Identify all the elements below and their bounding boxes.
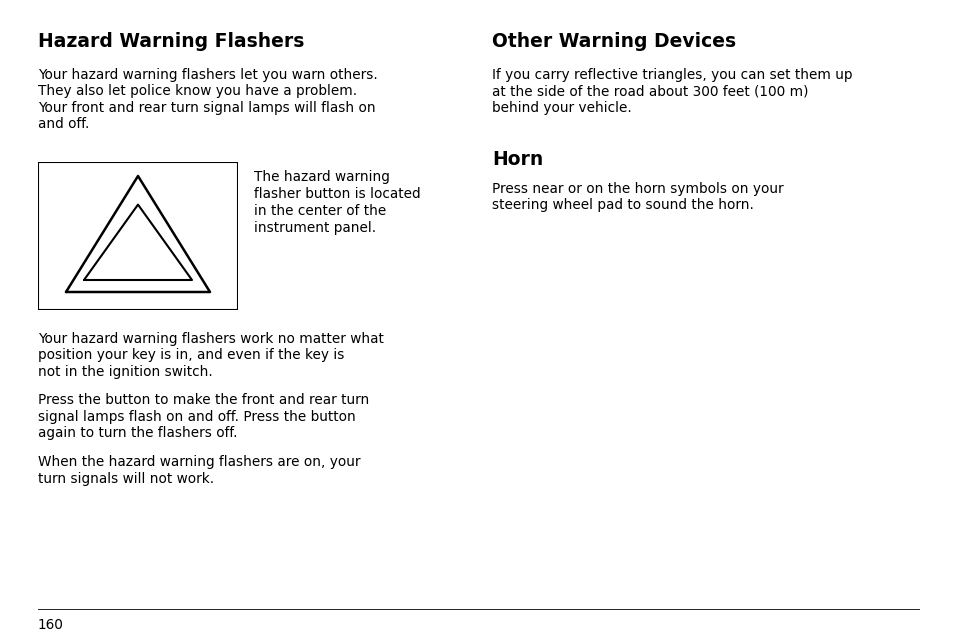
Text: position your key is in, and even if the key is: position your key is in, and even if the… — [38, 349, 344, 363]
Text: instrument panel.: instrument panel. — [253, 221, 375, 235]
Text: turn signals will not work.: turn signals will not work. — [38, 471, 213, 485]
Text: Your hazard warning flashers work no matter what: Your hazard warning flashers work no mat… — [38, 332, 383, 346]
Text: Horn: Horn — [492, 150, 542, 169]
Text: The hazard warning: The hazard warning — [253, 170, 390, 184]
Text: behind your vehicle.: behind your vehicle. — [492, 101, 631, 115]
Text: Press near or on the horn symbols on your: Press near or on the horn symbols on you… — [492, 182, 782, 196]
Text: They also let police know you have a problem.: They also let police know you have a pro… — [38, 85, 356, 99]
Text: steering wheel pad to sound the horn.: steering wheel pad to sound the horn. — [492, 198, 753, 212]
Text: 160: 160 — [38, 618, 64, 632]
Text: at the side of the road about 300 feet (100 m): at the side of the road about 300 feet (… — [492, 85, 807, 99]
Text: again to turn the flashers off.: again to turn the flashers off. — [38, 427, 237, 441]
Text: not in the ignition switch.: not in the ignition switch. — [38, 365, 213, 379]
Text: signal lamps flash on and off. Press the button: signal lamps flash on and off. Press the… — [38, 410, 355, 424]
Text: and off.: and off. — [38, 118, 90, 132]
Text: Your hazard warning flashers let you warn others.: Your hazard warning flashers let you war… — [38, 68, 377, 82]
Text: When the hazard warning flashers are on, your: When the hazard warning flashers are on,… — [38, 455, 360, 469]
Text: Your front and rear turn signal lamps will flash on: Your front and rear turn signal lamps wi… — [38, 101, 375, 115]
Text: Hazard Warning Flashers: Hazard Warning Flashers — [38, 32, 304, 51]
Text: Other Warning Devices: Other Warning Devices — [492, 32, 736, 51]
Text: flasher button is located: flasher button is located — [253, 187, 420, 201]
Text: Press the button to make the front and rear turn: Press the button to make the front and r… — [38, 394, 369, 408]
Text: If you carry reflective triangles, you can set them up: If you carry reflective triangles, you c… — [492, 68, 852, 82]
Text: in the center of the: in the center of the — [253, 204, 386, 218]
